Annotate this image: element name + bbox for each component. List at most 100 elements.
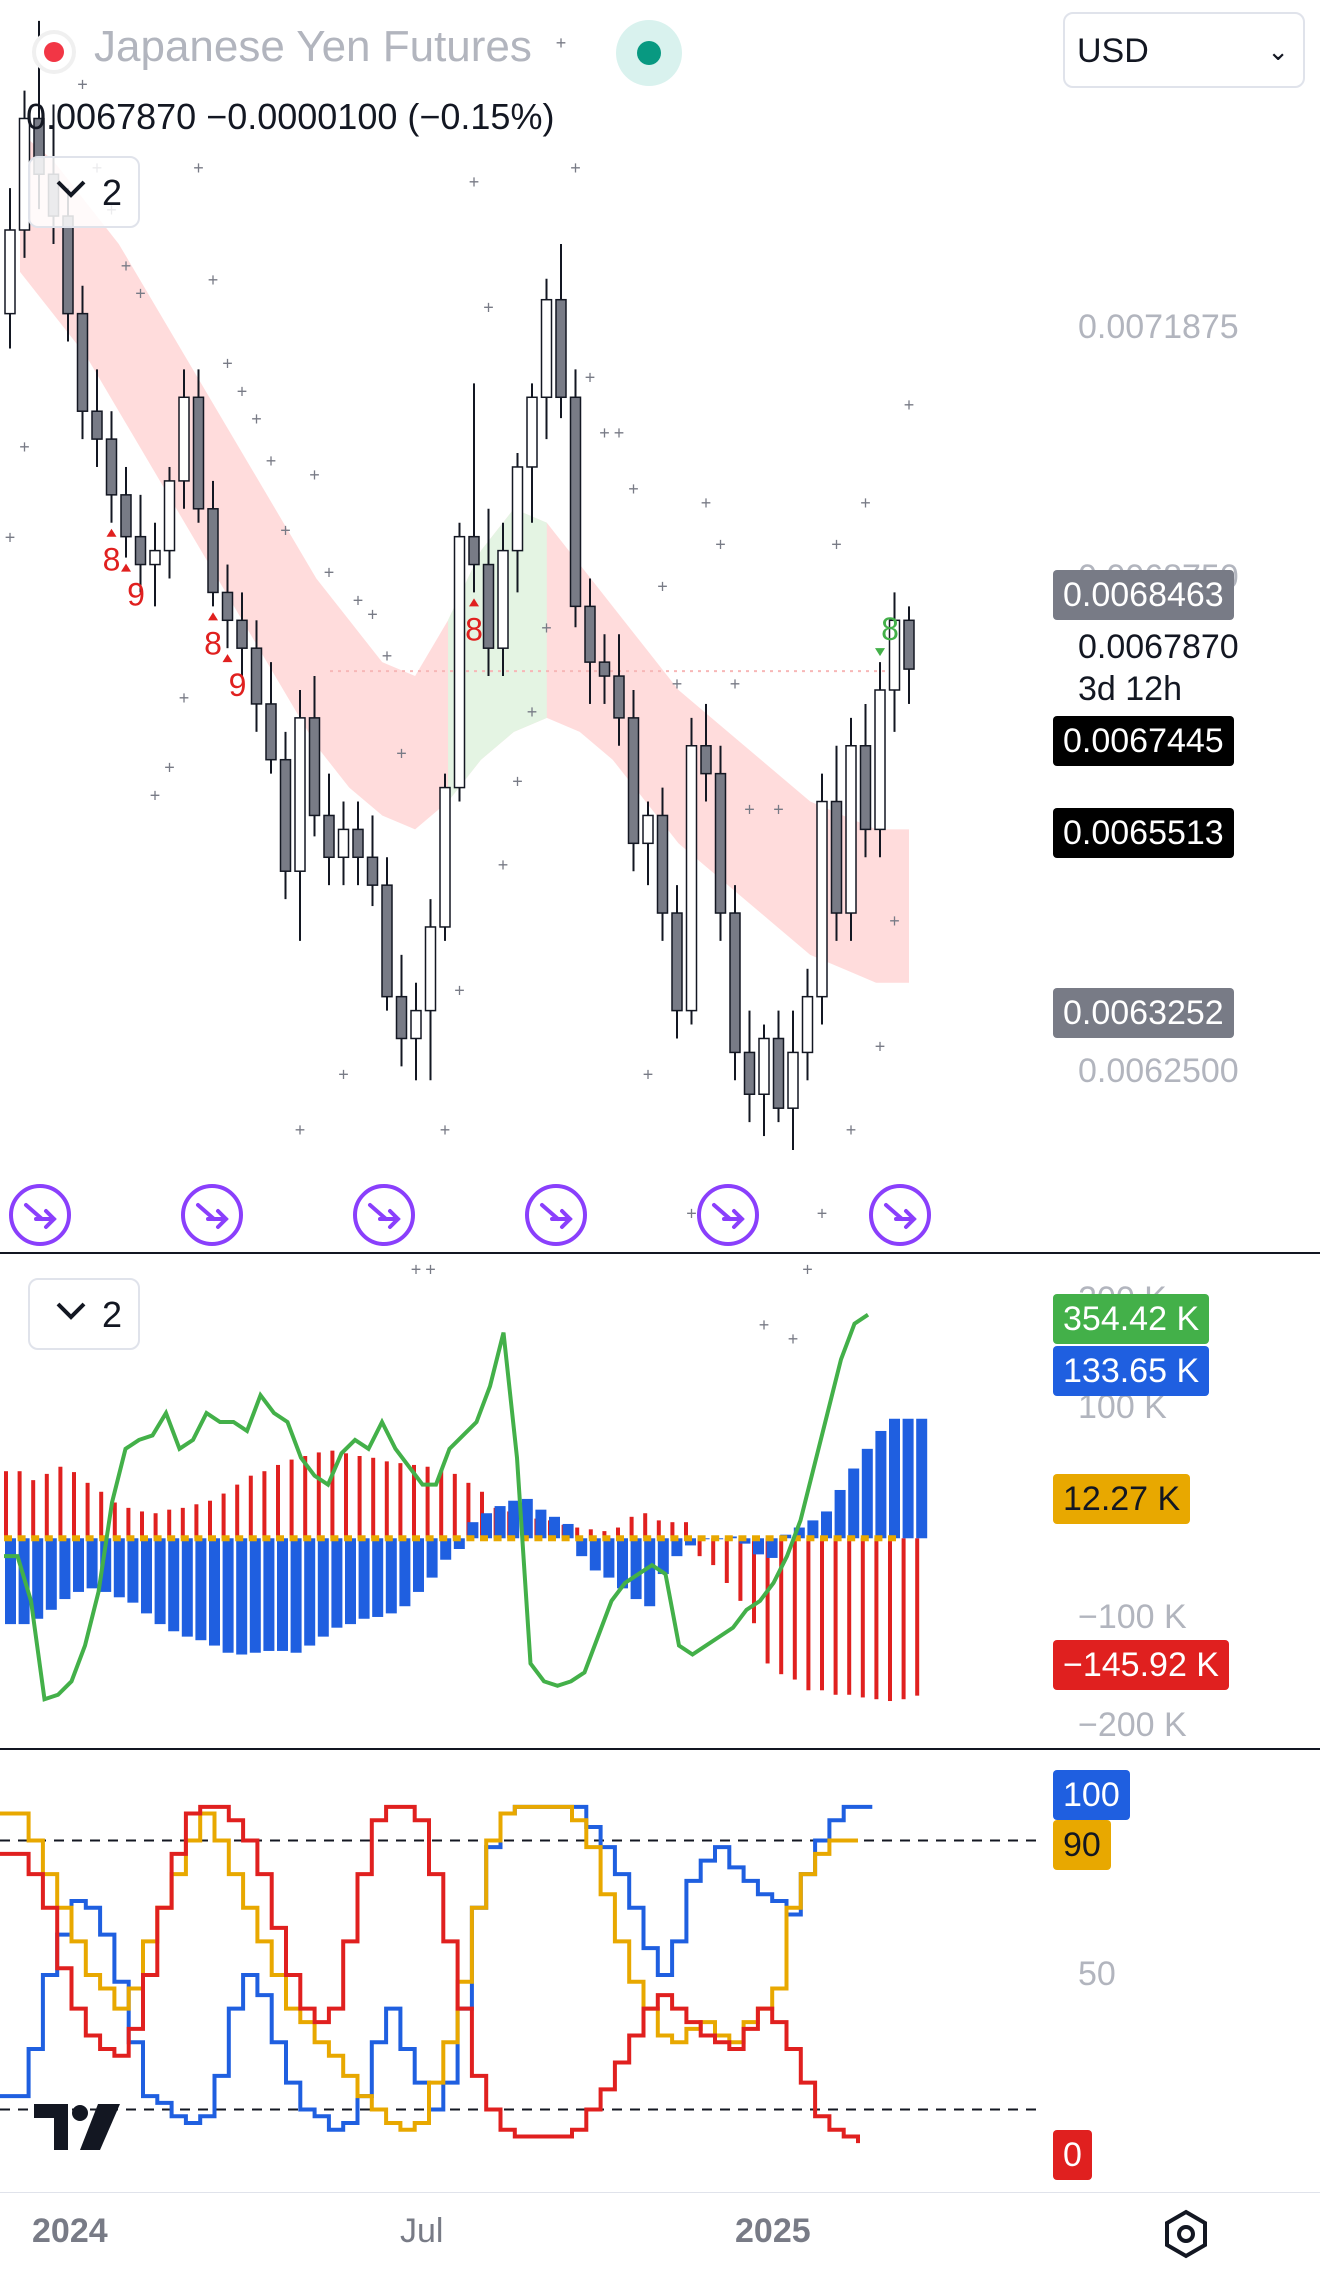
- candle-body: [656, 814, 669, 914]
- cot-retail-bar: [248, 1535, 257, 1542]
- cot-index-line: [0, 1804, 858, 2132]
- cot-retail-bar: [684, 1535, 692, 1542]
- sar-dot: +: [469, 172, 480, 192]
- cot-retail-bar: [779, 1535, 788, 1542]
- cot-retail-bar: [153, 1535, 162, 1542]
- cot-retail-bar: [711, 1535, 720, 1542]
- candle-body: [439, 786, 451, 928]
- cot-noncommercial-bar: [45, 1538, 57, 1610]
- cot-noncommercial-bar: [113, 1538, 125, 1598]
- candle-body: [410, 1009, 422, 1040]
- cot-commercial-bar: [833, 1538, 838, 1695]
- cot-retail-bar: [452, 1535, 461, 1542]
- cot-noncommercial-bar: [889, 1418, 900, 1539]
- candle: [439, 773, 451, 941]
- sar-dot: +: [367, 604, 378, 624]
- economic-event-icon[interactable]: [353, 1184, 415, 1246]
- candle: [801, 968, 814, 1081]
- sequential-count-label: 8: [465, 611, 483, 647]
- sequential-count-label: 9: [229, 667, 247, 703]
- candle-body: [888, 619, 901, 691]
- sar-dot: +: [150, 786, 161, 806]
- cot-noncommercial-bar: [195, 1538, 207, 1641]
- candle-body: [714, 772, 727, 914]
- cot-commercial-bar: [140, 1511, 144, 1539]
- cot-retail-bar: [425, 1535, 434, 1542]
- candle: [555, 243, 567, 419]
- sar-dot: +: [773, 799, 784, 819]
- candle: [424, 899, 437, 1081]
- candle-body: [555, 298, 567, 399]
- economic-event-icon[interactable]: [9, 1184, 71, 1246]
- cot-commercial-bar: [915, 1538, 920, 1696]
- cot-noncommercial-bar: [562, 1523, 574, 1539]
- economic-event-icon[interactable]: [181, 1184, 243, 1246]
- sar-dot: +: [411, 1259, 422, 1279]
- cot-retail-bar: [208, 1535, 216, 1542]
- candle: [816, 773, 828, 1025]
- candle-body: [569, 396, 582, 608]
- cot-noncommercial-bar: [861, 1448, 873, 1539]
- cot-noncommercial-bar: [902, 1418, 914, 1539]
- economic-event-icon[interactable]: [697, 1184, 759, 1246]
- candle: [584, 578, 596, 704]
- cot-collapse-button[interactable]: 2: [28, 1278, 140, 1350]
- cot-commercial-bar: [99, 1491, 104, 1539]
- cot-axis-label: −200 K: [1078, 1706, 1187, 1744]
- candle: [656, 787, 669, 941]
- candle-body: [700, 745, 712, 775]
- index-badge-red: 0: [1053, 2130, 1092, 2180]
- sar-dot: +: [628, 479, 639, 499]
- cot-noncommercial-bar: [481, 1513, 492, 1539]
- candle: [163, 466, 176, 579]
- candle: [743, 1010, 756, 1123]
- candle: [642, 801, 654, 886]
- candle: [410, 982, 422, 1081]
- cot-commercial-bar: [901, 1538, 906, 1700]
- cot-commercial-bar: [643, 1513, 648, 1539]
- cot-commercial-bar: [466, 1482, 471, 1539]
- pane-separator: [0, 1252, 1320, 1254]
- cot-noncommercial-bar: [249, 1538, 261, 1653]
- currency-select[interactable]: USD ⌄: [1063, 12, 1305, 88]
- main-price-pane[interactable]: + + + + + + + + + + + + + + + + + + + + + + + + + + + + + + + + + + + + + + + +…: [4, 0, 931, 1349]
- cot-retail-bar: [167, 1535, 176, 1542]
- cot-commercial-bar: [330, 1450, 335, 1539]
- chart-settings-icon[interactable]: [1160, 2208, 1212, 2260]
- symbol-title[interactable]: Japanese Yen Futures: [94, 22, 532, 71]
- cot-commercial-bar: [874, 1538, 879, 1700]
- cot-commercial-bar: [792, 1538, 797, 1680]
- candle: [76, 285, 89, 440]
- sar-dot: +: [425, 1259, 436, 1279]
- cot-noncommercial-bar: [181, 1538, 193, 1637]
- arrow-right-icon: [368, 1203, 401, 1229]
- cot-noncommercial-bar: [426, 1538, 438, 1578]
- candle-body: [816, 800, 828, 998]
- cot-pane[interactable]: [4, 1313, 928, 1702]
- cot-retail-bar: [888, 1535, 896, 1542]
- index-pane[interactable]: [0, 1804, 1040, 2144]
- cot-noncommercial-bar: [508, 1500, 520, 1539]
- economic-event-icon[interactable]: [869, 1184, 931, 1246]
- cot-commercial-bar: [384, 1461, 389, 1539]
- symbol-flag-icon[interactable]: [32, 30, 76, 74]
- sar-dot: +: [686, 1204, 697, 1224]
- indicators-collapse-button[interactable]: 2: [28, 156, 140, 228]
- cot-commercial-bar: [289, 1459, 294, 1539]
- market-status-icon[interactable]: [616, 20, 682, 86]
- tradingview-logo-icon[interactable]: [34, 2104, 128, 2150]
- cot-retail-bar: [724, 1535, 733, 1542]
- cot-noncommercial-bar: [263, 1538, 275, 1651]
- bar-countdown-label: 3d 12h: [1078, 670, 1182, 708]
- cot-noncommercial-bar: [494, 1506, 506, 1539]
- cot-noncommercial-bar: [100, 1538, 112, 1592]
- cot-commercial-bar: [398, 1463, 403, 1539]
- candle: [453, 522, 466, 802]
- price-badge-level: 0.0065513: [1053, 808, 1234, 858]
- sequential-count-label: 8: [204, 625, 222, 661]
- economic-event-icon[interactable]: [525, 1184, 587, 1246]
- cot-commercial-bar: [31, 1480, 36, 1539]
- candle-body: [149, 549, 161, 566]
- cot-commercial-bar: [806, 1538, 811, 1691]
